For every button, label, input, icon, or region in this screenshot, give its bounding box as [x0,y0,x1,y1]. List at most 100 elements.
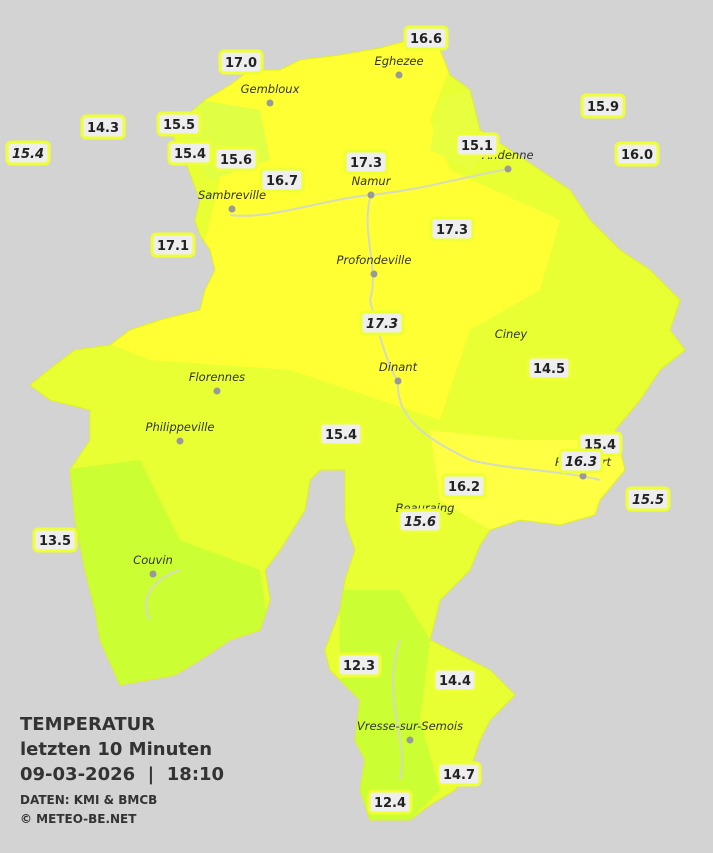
station: 15.6 [213,146,259,172]
station: 17.3 [429,216,475,242]
zone [60,460,270,700]
station-value: 17.3 [350,156,382,171]
station-value: 16.2 [448,480,480,495]
station-box [218,49,264,75]
station: 17.0 [218,49,264,75]
station: 17.3 [359,310,405,336]
station-value: 17.1 [157,239,189,254]
station-box [167,140,213,166]
station-box [454,132,500,158]
map-datetime: 09-03-2026 | 18:10 [20,764,224,785]
station-box [80,114,126,140]
station-value: 15.6 [404,515,436,530]
zone [340,590,440,820]
station: 15.6 [397,508,443,534]
station-box [259,167,305,193]
station-value: 17.3 [436,223,468,238]
station-value: 16.0 [621,148,653,163]
station: 16.7 [259,167,305,193]
place-dot [266,99,274,107]
station: 12.3 [336,652,382,678]
station-box [403,25,449,51]
station-value: 15.6 [220,153,252,168]
place-label: Dinant [379,360,418,374]
place-dot [149,570,157,578]
station-value: 14.7 [443,768,475,783]
place-label: Ciney [495,327,528,341]
place-label: Couvin [133,553,173,567]
station-box [558,448,604,474]
station-value: 15.4 [325,428,357,443]
station-box [580,93,626,119]
place-dot [228,205,236,213]
station: 16.6 [403,25,449,51]
station-box [625,486,671,512]
place-label: Philippeville [146,420,215,434]
place-dot [579,472,587,480]
place-dot [370,270,378,278]
stations: 16.6 17.0 15.9 14.3 15.5 15.4 15.4 15.6 15.1 16.0… [5,25,671,815]
station-box [156,111,202,137]
station-value: 15.5 [632,493,664,508]
station: 14.7 [436,761,482,787]
station-value: 16.7 [266,174,298,189]
station: 15.4 [167,140,213,166]
station-box [397,508,443,534]
station-value: 13.5 [39,534,71,549]
station-value: 14.5 [533,362,565,377]
station: 14.5 [526,355,572,381]
station: 15.4 [318,421,364,447]
station-value: 14.3 [87,121,119,136]
station-box [5,140,51,166]
province-border [29,39,686,821]
places: EghezeeGemblouxAndenneNamurSambrevillePr… [133,54,612,744]
place-label: Gembloux [241,82,300,96]
station: 15.4 [5,140,51,166]
station-box [150,232,196,258]
station: 16.2 [441,473,487,499]
station-box [367,789,413,815]
station: 12.4 [367,789,413,815]
station-value: 16.6 [410,32,442,47]
station-value: 12.4 [374,796,406,811]
station-box [614,141,660,167]
station-value: 17.3 [366,317,398,332]
map-copyright: © METEO-BE.NET [20,812,137,826]
station-box [336,652,382,678]
station-box [32,527,78,553]
station: 15.5 [156,111,202,137]
place-dot [394,377,402,385]
place-dot [213,387,221,395]
place-label: Namur [352,174,392,188]
place-label: Florennes [189,370,245,384]
station-box [436,761,482,787]
place-dot [367,191,375,199]
station: 15.1 [454,132,500,158]
station-value: 15.9 [587,100,619,115]
station-box [318,421,364,447]
station-value: 14.4 [439,674,471,689]
station-value: 17.0 [225,56,257,71]
station: 17.1 [150,232,196,258]
map-source: DATEN: KMI & BMCB [20,793,157,807]
place-label: Eghezee [374,54,423,68]
station-value: 15.1 [461,139,493,154]
station: 16.0 [614,141,660,167]
station: 13.5 [32,527,78,553]
station-value: 15.4 [174,147,206,162]
station-value: 12.3 [343,659,375,674]
map-title: TEMPERATUR [20,714,155,735]
map-subtitle: letzten 10 Minuten [20,739,212,760]
station: 15.9 [580,93,626,119]
station-value: 16.3 [565,455,597,470]
station-box [432,667,478,693]
place-label: Sambreville [198,188,266,202]
station-value: 15.4 [12,147,44,162]
place-label: Profondeville [337,253,412,267]
station-box [441,473,487,499]
station-value: 15.5 [163,118,195,133]
station-box [526,355,572,381]
station-box [359,310,405,336]
